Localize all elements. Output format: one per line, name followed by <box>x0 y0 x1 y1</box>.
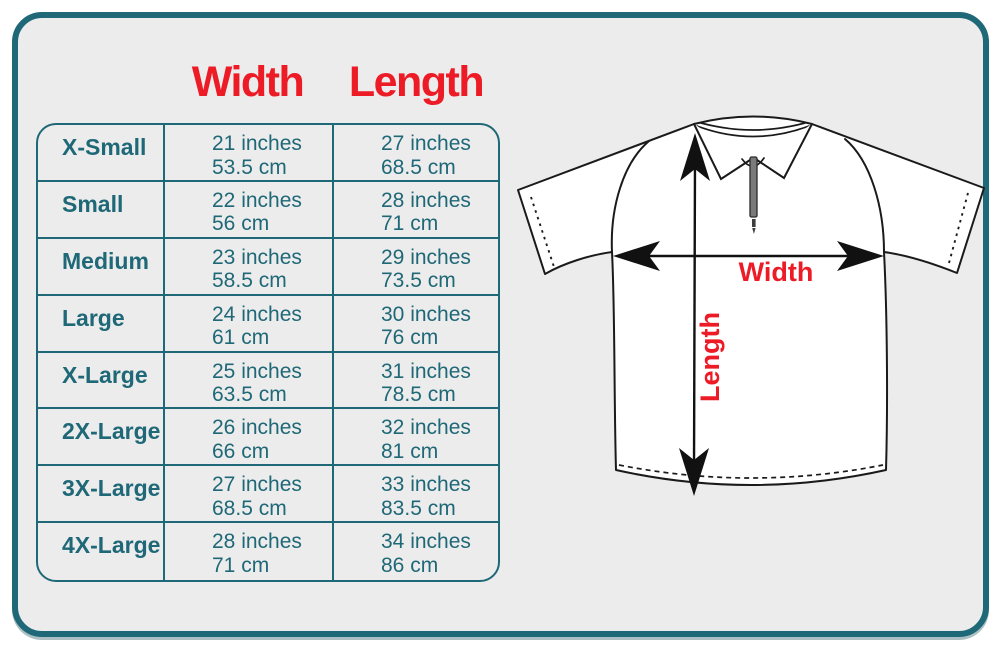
length-value-cell: 34 inches 86 cm <box>334 523 498 580</box>
length-cm: 71 cm <box>381 212 439 236</box>
size-label: Small <box>38 181 165 239</box>
width-value-cell: 24 inches 61 cm <box>165 295 334 353</box>
zipper-icon <box>749 156 758 234</box>
length-value-cell: 27 inches 68.5 cm <box>334 125 498 182</box>
width-column-header: Width <box>191 58 305 106</box>
length-value-cell: 29 inches 73.5 cm <box>334 239 498 296</box>
size-label: 2X-Large <box>38 409 165 467</box>
size-label: 4X-Large <box>38 523 165 580</box>
length-cm: 86 cm <box>381 553 439 577</box>
length-measure-label: Length <box>695 312 725 402</box>
length-inches: 31 inches <box>381 359 471 383</box>
size-label: X-Small <box>38 125 165 182</box>
width-inches: 26 inches <box>212 416 302 440</box>
width-inches: 24 inches <box>212 302 302 326</box>
length-arrow-icon <box>679 133 710 496</box>
length-inches: 27 inches <box>381 132 471 155</box>
length-cm: 68.5 cm <box>381 155 456 179</box>
length-value-cell: 31 inches 78.5 cm <box>334 353 498 410</box>
length-inches: 30 inches <box>381 302 471 326</box>
width-cm: 58.5 cm <box>212 269 287 293</box>
width-value-cell: 23 inches 58.5 cm <box>165 238 334 296</box>
width-cm: 61 cm <box>212 326 270 350</box>
length-inches: 34 inches <box>381 530 471 554</box>
length-cm: 81 cm <box>381 439 439 463</box>
left-collar-lapel-fill <box>694 124 750 179</box>
width-inches: 25 inches <box>212 359 302 383</box>
left-cuff-stitch-line <box>530 196 555 268</box>
width-cm: 68.5 cm <box>212 496 287 520</box>
width-value-cell: 28 inches 71 cm <box>165 523 334 580</box>
width-inches: 21 inches <box>212 132 302 155</box>
width-measure-label: Width <box>739 257 814 287</box>
size-label: X-Large <box>38 352 165 410</box>
width-value-cell: 21 inches 53.5 cm <box>165 125 334 182</box>
width-cm: 53.5 cm <box>212 155 287 179</box>
width-cm: 71 cm <box>212 553 270 577</box>
width-value-cell: 22 inches 56 cm <box>165 181 334 239</box>
right-armhole-seam <box>844 138 885 253</box>
width-value-cell: 25 inches 63.5 cm <box>165 352 334 410</box>
right-collar-lapel <box>756 123 813 180</box>
left-armhole-seam <box>610 140 650 253</box>
collar-band-seam-inner <box>700 122 806 131</box>
collar-band-seam-outer <box>696 125 810 138</box>
size-label: Medium <box>38 238 165 296</box>
width-inches: 22 inches <box>212 188 302 212</box>
length-value-cell: 30 inches 76 cm <box>334 296 498 353</box>
length-inches: 33 inches <box>381 473 471 497</box>
length-inches: 29 inches <box>381 245 471 269</box>
width-value-cell: 27 inches 68.5 cm <box>165 466 334 524</box>
width-value-cell: 26 inches 66 cm <box>165 409 334 467</box>
length-inches: 28 inches <box>381 188 471 212</box>
width-inches: 23 inches <box>212 245 302 269</box>
length-value-cell: 33 inches 83.5 cm <box>334 466 498 524</box>
length-cm: 73.5 cm <box>381 269 456 293</box>
width-cm: 66 cm <box>212 439 270 463</box>
right-collar-lapel-fill <box>757 124 812 178</box>
size-label: 3X-Large <box>38 466 165 524</box>
length-cm: 83.5 cm <box>381 496 456 520</box>
size-label: Large <box>38 295 165 353</box>
right-cuff-stitch-line <box>948 192 969 264</box>
length-column-header: Length <box>348 58 485 106</box>
width-inches: 27 inches <box>212 473 302 497</box>
size-table: X-Small 21 inches 53.5 cm 27 inches 68.5… <box>36 123 500 582</box>
length-value-cell: 32 inches 81 cm <box>334 409 498 467</box>
width-inches: 28 inches <box>212 530 302 554</box>
length-value-cell: 28 inches 71 cm <box>334 182 498 239</box>
left-collar-lapel <box>693 123 751 181</box>
length-cm: 76 cm <box>381 326 439 350</box>
width-cm: 56 cm <box>212 212 270 236</box>
shirt-outline-icon <box>517 115 985 486</box>
length-inches: 32 inches <box>381 416 471 440</box>
width-cm: 63.5 cm <box>212 383 287 406</box>
length-cm: 78.5 cm <box>381 383 456 406</box>
table-headers: Width Length <box>36 56 500 108</box>
width-arrow-icon <box>613 241 884 271</box>
